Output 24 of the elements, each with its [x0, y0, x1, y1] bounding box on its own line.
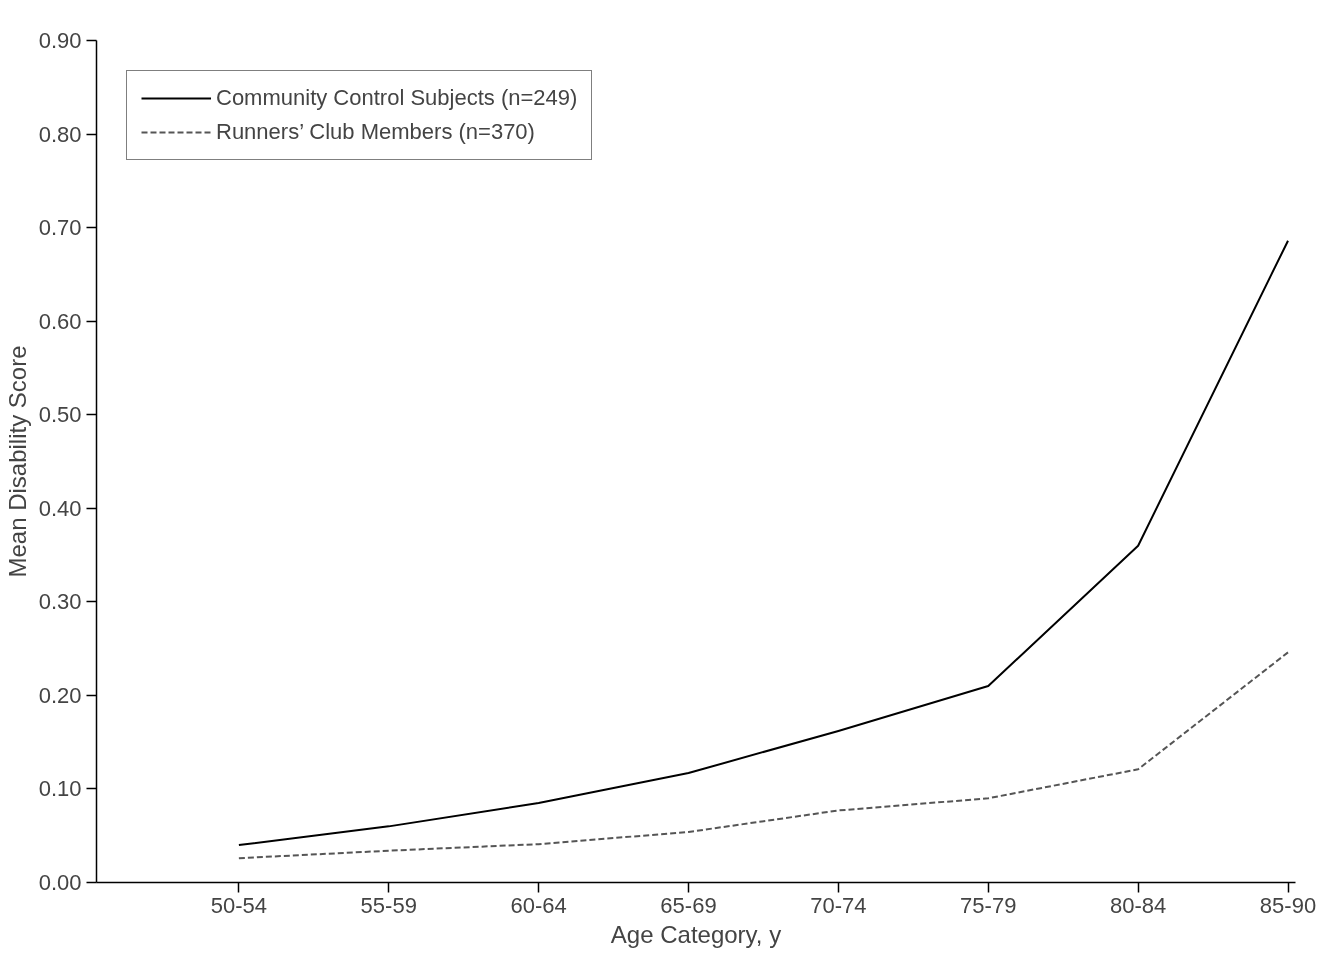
x-tick-label: 60-64	[510, 892, 567, 918]
y-tick-label: 0.60	[38, 308, 82, 334]
x-tick-label: 75-79	[960, 892, 1017, 918]
line-series	[237, 239, 1290, 847]
y-tick-label: 0.10	[38, 776, 82, 802]
x-tick-label: 85-90	[1259, 892, 1317, 918]
y-tick-label: 0.20	[38, 682, 82, 708]
x-tick-label: 50-54	[210, 892, 268, 918]
line-series	[237, 651, 1290, 860]
y-tick-label: 0.90	[38, 28, 82, 53]
y-axis-title: Mean Disability Score	[3, 345, 31, 578]
y-tick-label: 0.50	[38, 402, 82, 428]
y-tick-label: 0.30	[38, 589, 82, 615]
x-tick-label: 55-59	[360, 892, 417, 918]
x-tick-label: 70-74	[810, 892, 867, 918]
y-tick-label: 0.40	[38, 495, 82, 521]
y-tick-label: 0.00	[38, 870, 82, 895]
y-tick-label: 0.80	[38, 121, 82, 147]
legend-label: Runners’ Club Members (n=370)	[216, 119, 535, 145]
x-tick-label: 80-84	[1110, 892, 1167, 918]
y-tick-label: 0.70	[38, 215, 82, 241]
x-axis-title: Age Category, y	[610, 920, 782, 948]
x-tick-label: 65-69	[660, 892, 717, 918]
legend-label: Community Control Subjects (n=249)	[216, 85, 578, 111]
